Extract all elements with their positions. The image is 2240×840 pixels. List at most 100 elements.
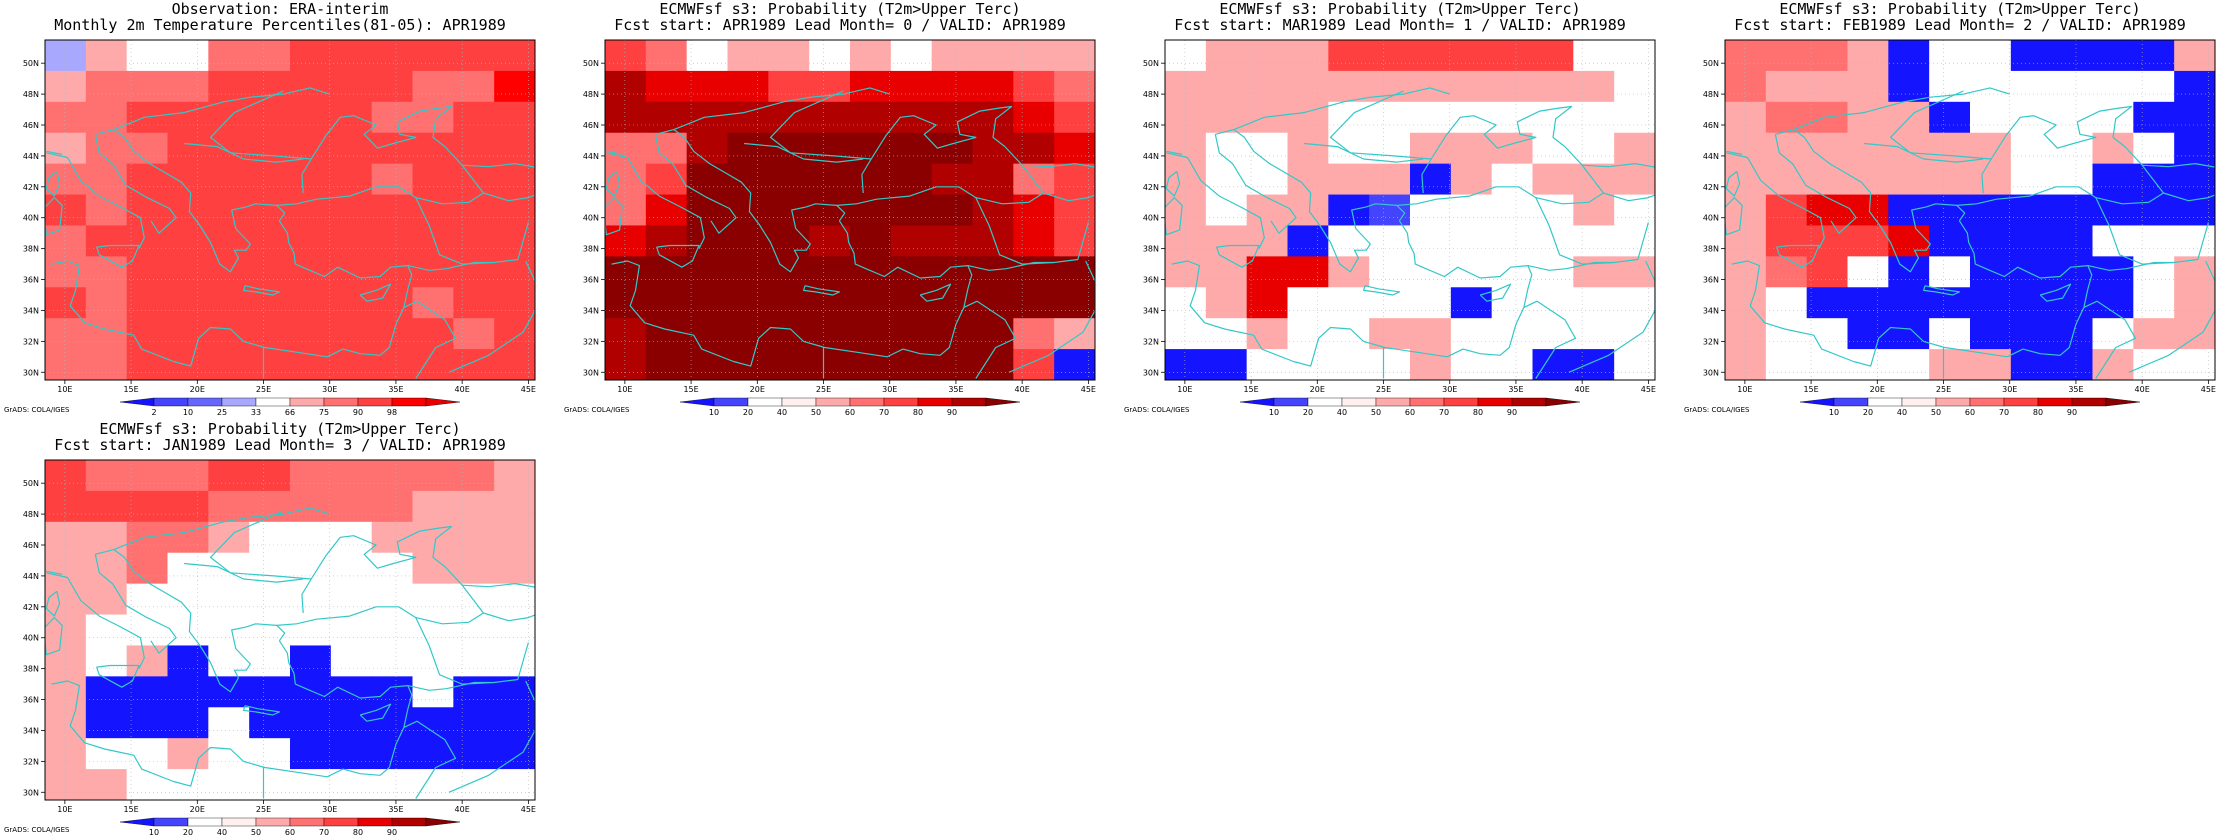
coastline [1568, 260, 1655, 373]
heatmap-cell [85, 101, 128, 134]
heatmap-cell [1725, 225, 1767, 257]
heatmap-cell [249, 614, 291, 647]
heatmap-cell [890, 318, 933, 350]
heatmap-cell [126, 583, 169, 616]
heatmap-cell [453, 521, 495, 554]
heatmap-cell [45, 225, 87, 257]
plot-area [1725, 40, 2215, 380]
heatmap-cell [453, 676, 495, 708]
heatmap-cell [453, 163, 495, 196]
heatmap-cell [494, 318, 535, 350]
heatmap-cell [290, 614, 332, 647]
heatmap-cell [2051, 70, 2094, 103]
colorbar-label: 2 [151, 408, 156, 417]
heatmap-cell [371, 163, 414, 196]
heatmap-cell [167, 769, 209, 800]
heatmap-cell [1246, 163, 1289, 196]
heatmap-cell [1573, 194, 1615, 227]
x-tick-label: 10E [617, 385, 632, 394]
colorbar-segment [221, 397, 257, 407]
heatmap-cell [727, 194, 769, 227]
x-tick-label: 45E [521, 385, 536, 394]
heatmap-cell [1614, 349, 1655, 380]
plot-frame [44, 459, 536, 801]
heatmap-cell [1888, 163, 1930, 196]
coastline [1726, 152, 1825, 249]
y-tick-label: 44N [583, 152, 599, 161]
y-tick-label: 40N [1143, 214, 1159, 223]
heatmap-cell [1410, 70, 1452, 103]
coastline [1008, 260, 1095, 373]
y-tick-label: 44N [23, 152, 39, 161]
coastline [94, 554, 177, 654]
colorbar-label: 70 [879, 408, 889, 417]
heatmap-cell [1532, 40, 1574, 72]
y-tick-label: 30N [23, 368, 39, 377]
heatmap-cell [1765, 225, 1808, 257]
heatmap-cell [1410, 225, 1452, 257]
colorbar-segment [323, 397, 359, 407]
heatmap-cell [1970, 287, 2012, 319]
heatmap-cell [208, 614, 250, 647]
heatmap-cell [1205, 40, 1248, 72]
heatmap-cell [972, 318, 1014, 350]
y-tick-label: 48N [23, 90, 39, 99]
heatmap-cell [330, 738, 373, 770]
heatmap-cell [1970, 194, 2012, 227]
coastline [51, 220, 413, 367]
heatmap-cell [1847, 318, 1889, 350]
coastline [1535, 197, 1649, 265]
heatmap-cell [208, 194, 250, 227]
heatmap-cell [1450, 70, 1493, 103]
heatmap-cell [494, 707, 535, 739]
coastline [276, 606, 484, 626]
heatmap-cell [85, 769, 128, 800]
heatmap-cell [290, 738, 332, 770]
coastline [46, 152, 145, 249]
y-tick-label: 50N [1703, 59, 1719, 68]
heatmap-cell [768, 256, 810, 288]
heatmap-cell [290, 490, 332, 523]
heatmap-cell [1806, 194, 1849, 227]
colorbar-label: 80 [2033, 408, 2043, 417]
heatmap-cell [1246, 40, 1289, 72]
heatmap-cell [727, 349, 769, 380]
coastline [654, 134, 737, 234]
heatmap-cell [2010, 40, 2053, 72]
heatmap-cell [1614, 70, 1655, 103]
colorbar-segment [917, 397, 953, 407]
x-tick-label: 30E [322, 385, 337, 394]
heatmap-cell [1765, 256, 1808, 288]
heatmap-cell [1847, 349, 1889, 380]
colorbar-segment [119, 817, 155, 827]
heatmap-cell [494, 521, 535, 554]
heatmap-cell [1013, 349, 1055, 380]
y-tick-label: 48N [1703, 90, 1719, 99]
heatmap-cell [2092, 225, 2134, 257]
colorbar-segment [289, 397, 325, 407]
heatmap-cell [1450, 40, 1493, 72]
heatmap-cell [2174, 318, 2215, 350]
x-tick-label: 30E [882, 385, 897, 394]
heatmap-cell [1725, 318, 1767, 350]
heatmap-cell [45, 614, 87, 647]
heatmap-cell [167, 645, 209, 677]
heatmap-cell [208, 70, 250, 103]
coastline [1726, 150, 1743, 155]
heatmap-cell [890, 40, 933, 72]
heatmap-cell [1450, 194, 1493, 227]
heatmap-cell [371, 490, 414, 523]
heatmap-cell [330, 676, 373, 708]
heatmap-cell [249, 583, 291, 616]
heatmap-cell [330, 132, 373, 165]
heatmap-cell [371, 614, 414, 647]
heatmap-cell [1573, 225, 1615, 257]
heatmap-cell [2133, 225, 2175, 257]
coastline [1421, 105, 1604, 194]
panel-lead-0: ECMWFsf s3: Probability (T2m>Upper Terc)… [560, 0, 1120, 420]
colorbar-segment [391, 397, 427, 407]
heatmap-cell [371, 194, 414, 227]
heatmap-cell [249, 769, 291, 800]
x-tick-label: 30E [1442, 385, 1457, 394]
heatmap-cell [2174, 225, 2215, 257]
